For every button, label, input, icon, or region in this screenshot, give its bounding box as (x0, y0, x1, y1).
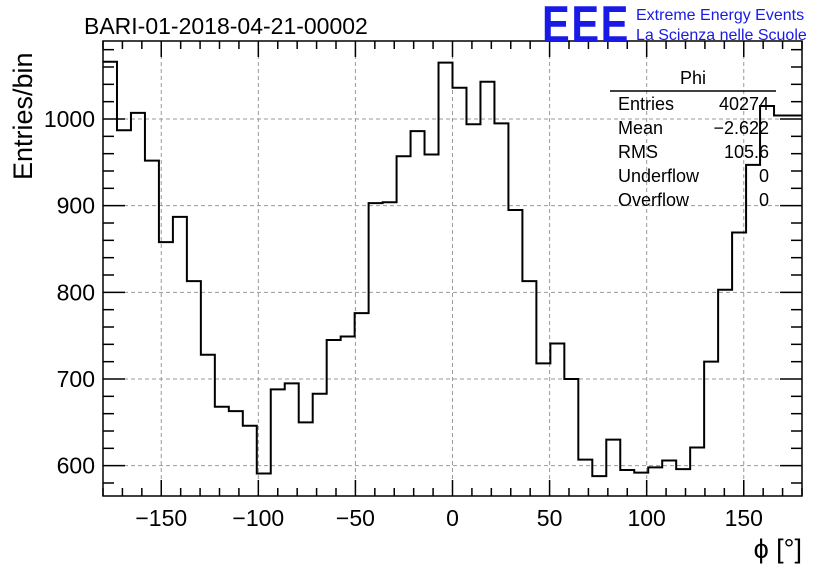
y-tick-label: 900 (57, 193, 95, 219)
eee-logo-line2: La Scienza nelle Scuole (636, 27, 807, 44)
y-tick-label: 700 (57, 366, 95, 392)
stats-label: Overflow (618, 190, 690, 210)
stats-value: 0 (759, 166, 769, 186)
x-tick-label: 100 (627, 505, 665, 531)
y-axis-title: Entries/bin (8, 52, 38, 180)
axis-ticks (102, 41, 803, 496)
stats-value: 0 (759, 190, 769, 210)
x-axis-title: ϕ [°] (754, 534, 802, 564)
stats-box-title: Phi (680, 68, 706, 88)
y-tick-label: 1000 (44, 106, 95, 132)
x-tick-label: 50 (537, 505, 563, 531)
grid-lines (103, 41, 802, 496)
y-tick-label: 600 (57, 453, 95, 479)
x-tick-label: −50 (336, 505, 375, 531)
y-tick-labels: 600 700 800 900 1000 (44, 106, 95, 479)
x-tick-label: 0 (446, 505, 459, 531)
eee-logo-mark: EEE (542, 0, 630, 54)
stats-rows: Entries 40274 Mean −2.622 RMS 105.6 Underflow 0… (618, 94, 769, 210)
stats-label: Underflow (618, 166, 700, 186)
stats-label: Entries (618, 94, 674, 114)
chart-title: BARI-01-2018-04-21-00002 (84, 13, 368, 39)
stats-value: 105.6 (724, 142, 769, 162)
x-tick-labels: −150 −100 −50 0 50 100 150 (135, 505, 763, 531)
eee-logo-line1: Extreme Energy Events (636, 7, 804, 24)
stats-value: −2.622 (713, 118, 769, 138)
stats-box: Phi Entries 40274 Mean −2.622 RMS 105.6 Underf… (610, 68, 776, 210)
stats-label: Mean (618, 118, 663, 138)
stats-label: RMS (618, 142, 658, 162)
stats-value: 40274 (719, 94, 769, 114)
y-tick-label: 800 (57, 279, 95, 305)
eee-logo: EEE Extreme Energy Events La Scienza nel… (542, 0, 807, 54)
x-tick-label: −150 (135, 505, 187, 531)
x-tick-label: 150 (725, 505, 763, 531)
histogram-line (103, 60, 802, 478)
x-tick-label: −100 (232, 505, 284, 531)
